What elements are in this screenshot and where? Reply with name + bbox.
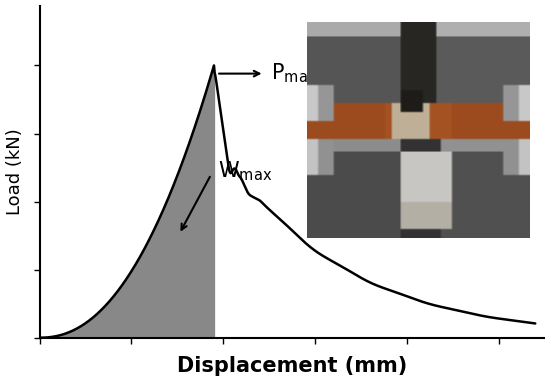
- Text: W$_{\mathregular{max}}$: W$_{\mathregular{max}}$: [218, 160, 272, 183]
- X-axis label: Displacement (mm): Displacement (mm): [177, 356, 407, 376]
- Text: P$_{\mathregular{max}}$: P$_{\mathregular{max}}$: [271, 62, 317, 86]
- Y-axis label: Load (kN): Load (kN): [6, 128, 24, 215]
